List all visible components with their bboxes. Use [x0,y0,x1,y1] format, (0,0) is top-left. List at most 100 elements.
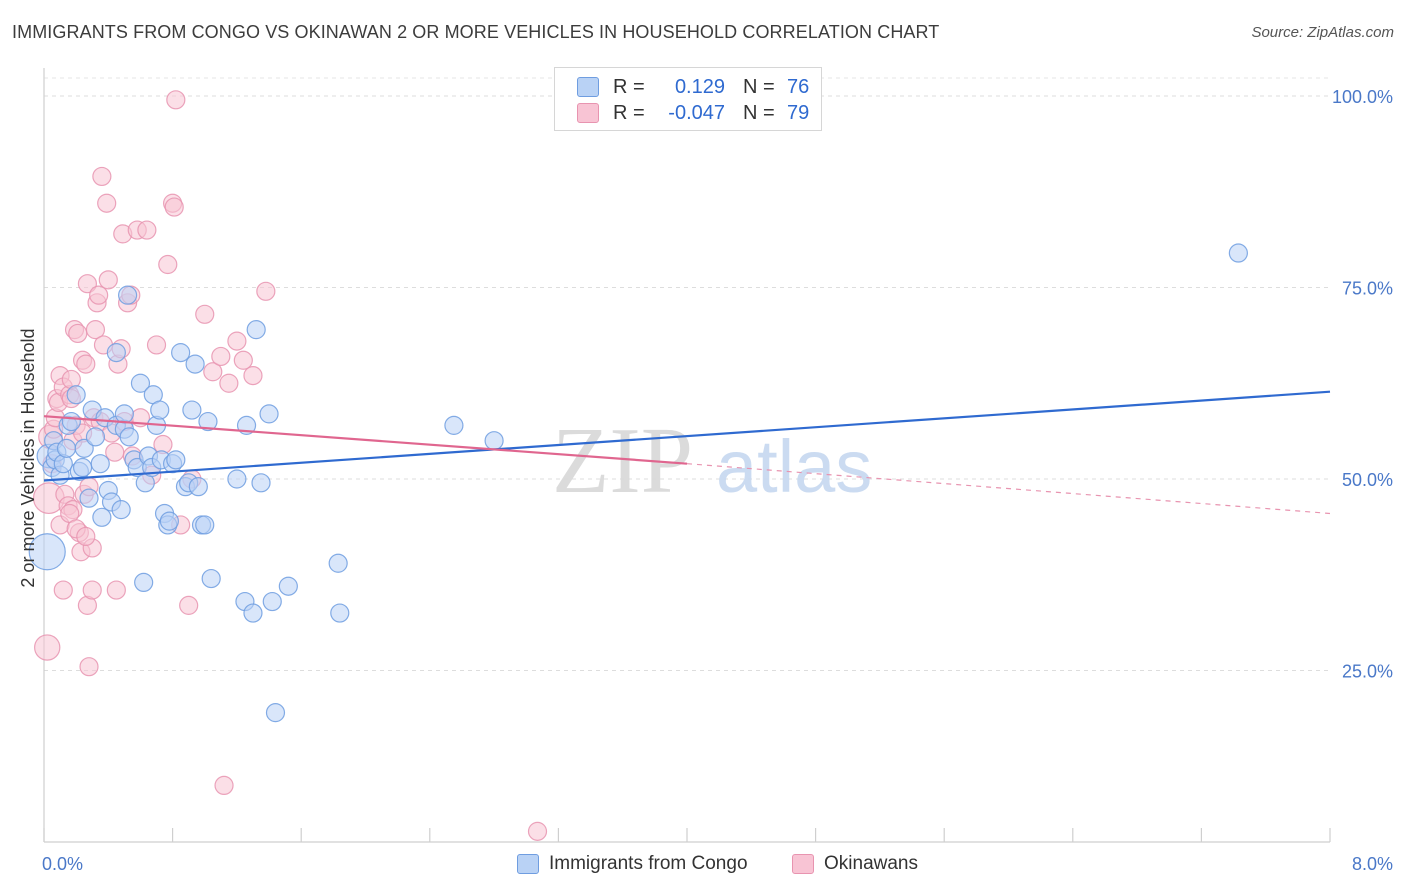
tick-labels: 100.0% 75.0% 50.0% 25.0% 0.0% 8.0% [42,87,1393,874]
okinawans-point [227,331,247,351]
congo-point [150,400,170,420]
okinawans-point [179,595,199,615]
congo-point [111,500,131,520]
congo-point [117,285,138,305]
congo-point [166,450,186,470]
okinawans-point [68,323,88,344]
okinawans-point [77,274,98,294]
congo-point [1228,243,1248,263]
congo-point [182,400,202,420]
okinawans-point [164,197,184,217]
legend-r-label: R = [613,101,645,124]
okinawans-point [219,373,239,393]
okinawans-point [34,634,61,661]
okinawans-point [146,335,167,355]
congo-point [74,438,94,458]
congo-point [85,427,106,447]
congo-point [188,477,208,497]
y-tick-label: 75.0% [1342,279,1393,299]
congo-point [198,411,218,432]
watermark-atlas: atlas [716,425,872,508]
congo-point [484,431,504,451]
okinawans-trend-line [43,415,688,465]
okinawans-point [166,90,186,110]
congo-point [185,354,205,374]
congo-point [246,320,266,340]
congo-point [195,515,215,535]
bottom-legend-swatch-congo [517,854,539,874]
congo-point [79,488,99,508]
congo-point [92,507,112,527]
legend-n-value: 76 [787,75,810,98]
legend-swatch-congo [577,77,599,97]
bottom-legend-label-okinawans: Okinawans [824,853,918,874]
y-tick-label: 100.0% [1332,87,1393,107]
congo-point [251,473,271,493]
okinawans-point [211,346,231,367]
bottom-legend-okinawans: Okinawans [792,852,918,876]
okinawans-point [89,285,109,305]
congo-point [265,703,286,723]
bottom-legend-congo: Immigrants from Congo [517,852,748,876]
congo-trend-line [43,390,1331,482]
okinawans-point [214,775,234,796]
congo-point [106,343,126,363]
congo-point [72,457,93,478]
congo-point [61,411,81,432]
congo-point [159,511,179,531]
okinawans-points [32,90,548,841]
okinawans-point [158,254,178,275]
y-tick-label: 25.0% [1342,662,1393,682]
legend-swatch-okinawans [577,103,599,123]
legend-r-label: R = [613,75,645,98]
okinawans-point [105,442,125,462]
congo-point [330,603,350,623]
legend-n-label: N = [743,101,775,124]
okinawans-point [97,193,117,213]
okinawans-point [92,166,112,187]
okinawans-point [195,304,215,324]
congo-point [66,385,86,405]
congo-point [130,373,151,393]
okinawans-point [79,657,99,677]
okinawans-point [82,580,102,600]
legend-row-congo: R = 0.129 N = 76 [577,74,809,100]
congo-points [28,243,1248,723]
congo-point [28,533,66,571]
grid-lines [44,77,1330,671]
okinawans-point [53,580,73,600]
congo-point [278,576,298,596]
congo-point [119,427,139,447]
okinawans-point [527,821,548,841]
congo-point [444,415,464,435]
legend-n-label: N = [743,75,775,98]
y-axis-label: 2 or more Vehicles in Household [18,328,38,587]
watermark-zip: ZIP [552,409,693,513]
legend-r-value: -0.047 [668,101,725,124]
congo-point [262,591,282,612]
x-tick-label: 8.0% [1352,854,1393,874]
okinawans-point [137,220,157,240]
congo-point [328,553,348,573]
congo-point [227,469,247,489]
congo-point [201,568,221,589]
okinawans-point [106,580,126,600]
okinawans-point [76,354,96,374]
okinawans-trend-extension [686,463,1331,515]
congo-point [114,404,134,424]
okinawans-point [233,350,253,370]
bottom-legend-swatch-okinawans [792,854,814,874]
congo-point [134,572,154,593]
stats-legend: R = 0.129 N = 76 R = -0.047 N = 79 [554,67,822,131]
congo-point [243,603,263,623]
okinawans-point [256,281,276,301]
congo-point [90,454,110,474]
okinawans-point [76,526,96,547]
legend-r-value: 0.129 [674,75,725,98]
congo-point [171,343,191,363]
x-tick-label: 0.0% [42,854,83,874]
okinawans-point [243,365,263,386]
chart-source: Source: ZipAtlas.com [1251,24,1394,41]
congo-point [56,438,77,458]
